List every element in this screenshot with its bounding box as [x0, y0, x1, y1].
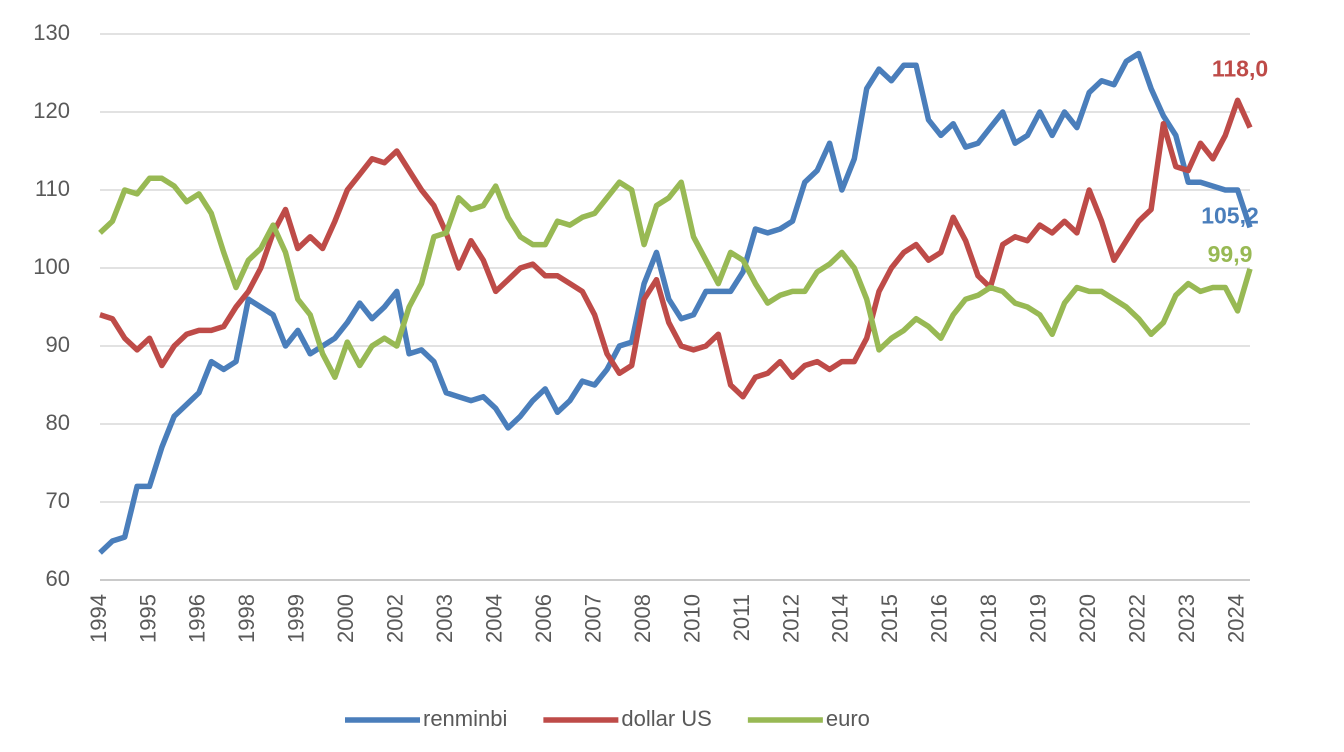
x-tick-label: 1999: [284, 594, 309, 643]
x-tick-label: 2007: [580, 594, 605, 643]
x-tick-label: 2011: [729, 594, 754, 641]
x-tick-label: 1996: [185, 594, 210, 643]
x-tick-label: 2008: [630, 594, 655, 643]
x-tick-label: 2015: [877, 594, 902, 643]
data-label: 105,2: [1201, 203, 1259, 229]
x-tick-label: 2010: [679, 594, 704, 643]
x-tick-label: 2006: [531, 594, 556, 643]
data-label: 118,0: [1212, 56, 1268, 82]
y-tick-label: 130: [33, 20, 70, 45]
data-label: 99,9: [1208, 241, 1253, 267]
x-tick-label: 2023: [1174, 594, 1199, 643]
legend-label: euro: [826, 706, 870, 731]
x-tick-label: 2022: [1125, 594, 1150, 643]
x-tick-label: 2018: [976, 594, 1001, 643]
x-tick-label: 2014: [828, 594, 853, 643]
x-tick-label: 2002: [383, 594, 408, 643]
series-line: [98, 175, 1253, 380]
series-line: [99, 97, 1253, 400]
y-tick-label: 110: [35, 176, 70, 201]
y-tick-label: 90: [46, 332, 70, 357]
legend-label: dollar US: [621, 706, 711, 731]
legend-label: renminbi: [423, 706, 507, 731]
x-tick-label: 2019: [1026, 594, 1051, 643]
y-tick-label: 70: [46, 488, 70, 513]
x-tick-label: 2016: [927, 594, 952, 643]
x-tick-label: 2024: [1223, 594, 1248, 643]
x-tick-label: 1995: [135, 594, 160, 643]
series-line: [98, 50, 1253, 555]
y-tick-label: 80: [46, 410, 70, 435]
y-tick-label: 120: [33, 98, 70, 123]
x-tick-label: 2003: [432, 594, 457, 643]
y-tick-label: 60: [46, 566, 70, 591]
x-tick-label: 2012: [778, 594, 803, 643]
x-tick-label: 1998: [234, 594, 259, 643]
y-tick-label: 100: [33, 254, 70, 279]
x-tick-label: 2020: [1075, 594, 1100, 643]
x-tick-label: 2000: [333, 594, 358, 643]
x-tick-label: 1994: [86, 594, 111, 643]
x-tick-label: 2004: [482, 594, 507, 643]
